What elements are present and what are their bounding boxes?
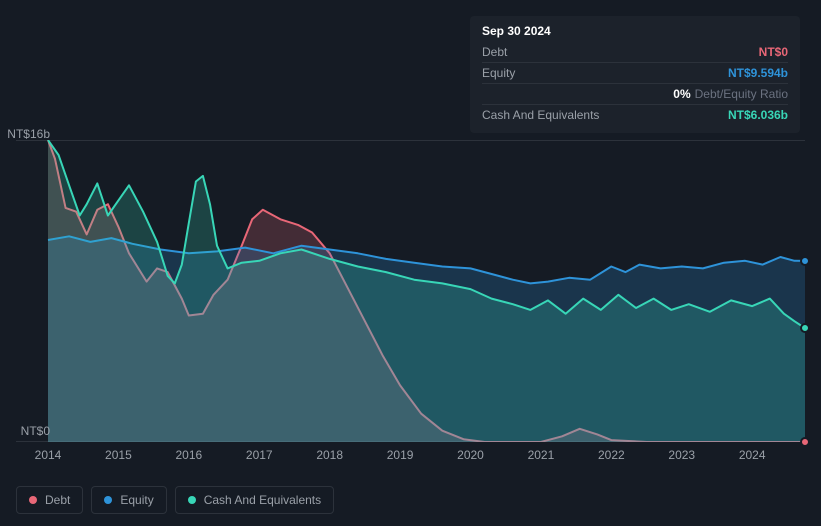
x-axis: 2014 2015 2016 2017 2018 2019 2020 2021 2022 2023… [16, 448, 805, 468]
chart-legend: Debt Equity Cash And Equivalents [16, 486, 334, 514]
tooltip-row-value: NT$0 [759, 45, 788, 59]
legend-dot [188, 496, 196, 504]
x-tick: 2019 [387, 448, 414, 462]
legend-dot [104, 496, 112, 504]
chart-tooltip: Sep 30 2024 Debt NT$0 Equity NT$9.594b 0% Deb… [470, 16, 800, 133]
tooltip-ratio-value: 0% Debt/Equity Ratio [673, 87, 788, 101]
tooltip-ratio-percent: 0% [673, 87, 690, 101]
tooltip-row: Equity NT$9.594b [482, 62, 788, 83]
tooltip-row: 0% Debt/Equity Ratio [482, 83, 788, 104]
series-end-marker-debt [800, 437, 810, 447]
tooltip-row-label: Equity [482, 66, 515, 80]
legend-label: Cash And Equivalents [204, 493, 321, 507]
x-tick: 2023 [668, 448, 695, 462]
legend-item-cash-and-equivalents[interactable]: Cash And Equivalents [175, 486, 334, 514]
x-tick: 2015 [105, 448, 132, 462]
chart-svg [16, 140, 805, 442]
tooltip-date: Sep 30 2024 [482, 24, 788, 42]
x-tick: 2017 [246, 448, 273, 462]
x-tick: 2024 [739, 448, 766, 462]
y-axis-top-label: NT$16b [7, 127, 50, 141]
x-tick: 2018 [316, 448, 343, 462]
x-tick: 2020 [457, 448, 484, 462]
x-tick: 2022 [598, 448, 625, 462]
legend-item-equity[interactable]: Equity [91, 486, 166, 514]
tooltip-row-label: Cash And Equivalents [482, 108, 599, 122]
legend-item-debt[interactable]: Debt [16, 486, 83, 514]
legend-label: Debt [45, 493, 70, 507]
y-axis-bottom-label: NT$0 [21, 424, 50, 438]
tooltip-row-label: Debt [482, 45, 507, 59]
x-tick: 2021 [528, 448, 555, 462]
tooltip-row: Debt NT$0 [482, 42, 788, 62]
tooltip-ratio-text: Debt/Equity Ratio [695, 87, 788, 101]
tooltip-row-value: NT$6.036b [728, 108, 788, 122]
x-tick: 2014 [35, 448, 62, 462]
tooltip-row: Cash And Equivalents NT$6.036b [482, 104, 788, 125]
tooltip-row-value: NT$9.594b [728, 66, 788, 80]
chart-plot-area [16, 140, 805, 442]
x-tick: 2016 [175, 448, 202, 462]
series-end-marker-equity [800, 256, 810, 266]
legend-dot [29, 496, 37, 504]
legend-label: Equity [120, 493, 153, 507]
series-end-marker-cash-and-equivalents [800, 323, 810, 333]
